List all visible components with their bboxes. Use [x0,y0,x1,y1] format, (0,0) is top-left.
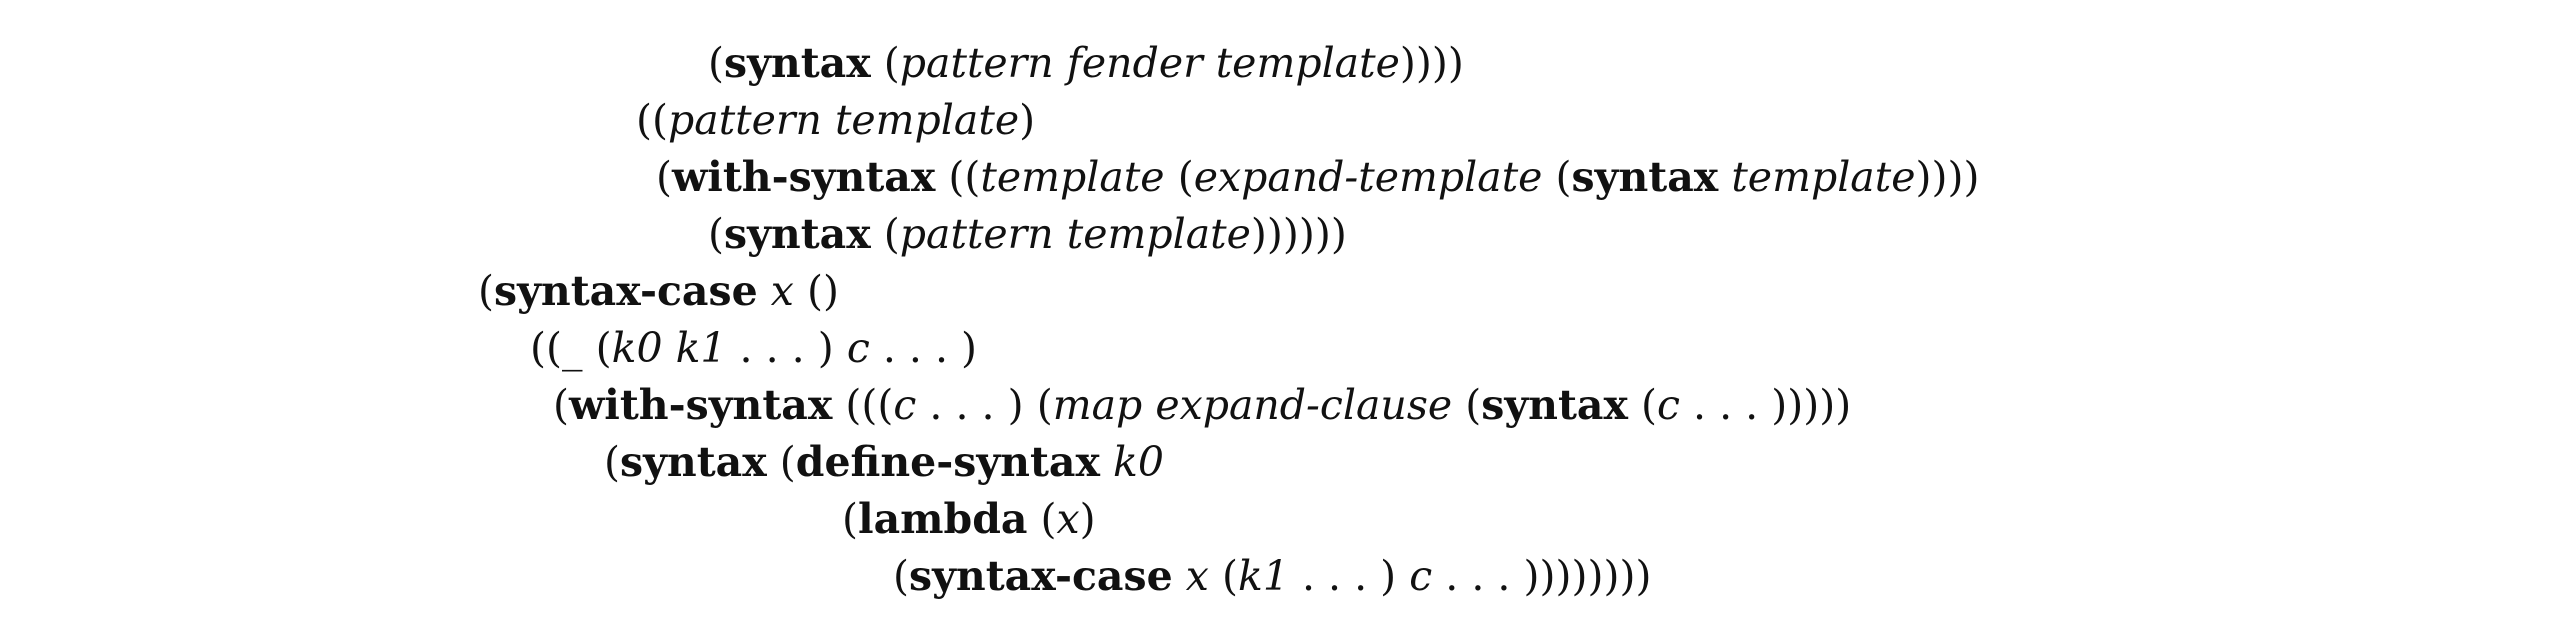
code-space [583,320,596,376]
code-space [1100,434,1113,490]
code-punctuation: )))) [1915,153,1980,201]
code-identifier: c [846,324,870,372]
code-space [1452,377,1465,433]
code-punctuation: ( [1465,381,1482,429]
code-identifier: pattern fender template [899,39,1400,87]
code-punctuation: . . . ) [916,381,1024,429]
code-space [1165,149,1178,205]
code-punctuation: ( [1222,552,1239,600]
code-punctuation: (( [948,153,981,201]
code-keyword: syntax [1571,153,1719,201]
code-keyword: define-syntax [795,438,1100,486]
code-line-2: ((pattern template) [636,92,1035,148]
code-punctuation: ( [553,381,569,429]
code-line-7: (with-syntax (((c . . . ) (map expand-cl… [553,377,1851,433]
code-line-10: (syntax-case x (k1 . . . ) c . . . )))))… [893,548,1651,604]
code-identifier: c [1409,552,1433,600]
code-punctuation: () [807,267,840,315]
code-identifier: k0 [1113,438,1164,486]
code-line-8: (syntax (define-syntax k0 [604,434,1164,490]
code-punctuation: ( [478,267,494,315]
code-punctuation: ( [883,210,900,258]
code-line-6: ((_ (k0 k1 . . . ) c . . . ) [530,320,977,376]
code-space [1173,548,1186,604]
code-identifier: k0 k1 [611,324,727,372]
code-punctuation: . . . ))))) [1680,381,1852,429]
code-space [935,149,948,205]
code-identifier: pattern template [668,96,1020,144]
code-identifier: _ [562,324,583,372]
code-punctuation: )))))) [1250,210,1347,258]
code-identifier: k1 [1238,552,1289,600]
code-identifier: template [1731,153,1916,201]
code-punctuation: ) [1019,96,1036,144]
code-punctuation: ( [1641,381,1658,429]
code-punctuation: ( [656,153,672,201]
code-punctuation: )))) [1399,39,1464,87]
code-identifier: x [1185,552,1209,600]
code-space [767,434,780,490]
code-identifier: pattern template [899,210,1251,258]
code-keyword: syntax [620,438,767,486]
code-identifier: x [770,267,794,315]
code-identifier: c [1657,381,1680,429]
code-punctuation: ( [883,39,900,87]
code-keyword: syntax [724,210,871,258]
code-space [1024,377,1037,433]
code-space [1396,548,1409,604]
code-line-1: (syntax (pattern fender template)))) [708,35,1464,91]
code-line-9: (lambda (x) [842,491,1096,547]
code-punctuation: ( [1555,153,1572,201]
code-punctuation: ((( [845,381,894,429]
code-punctuation: ( [708,39,724,87]
code-space [794,263,807,319]
code-punctuation: ) [1079,495,1096,543]
code-punctuation: . . . ) [1288,552,1397,600]
code-space [1542,149,1555,205]
code-space [871,35,884,91]
code-space [832,377,845,433]
code-punctuation: ( [604,438,620,486]
code-punctuation: (( [636,96,668,144]
code-punctuation: . . . ) [726,324,834,372]
code-punctuation: ( [779,438,796,486]
code-identifier: x [1056,495,1080,543]
code-space [1628,377,1641,433]
code-keyword: syntax [724,39,871,87]
code-keyword: syntax-case [494,267,758,315]
code-line-5: (syntax-case x () [478,263,839,319]
code-identifier: template [980,153,1165,201]
code-identifier: map expand-clause [1052,381,1453,429]
code-punctuation: ( [842,495,858,543]
code-punctuation: (( [530,324,562,372]
code-space [758,263,771,319]
code-punctuation: ( [1040,495,1057,543]
code-identifier: expand-template [1193,153,1543,201]
code-keyword: with-syntax [569,381,833,429]
code-punctuation: ( [1177,153,1194,201]
code-space [871,206,884,262]
code-identifier: c [893,381,917,429]
code-keyword: syntax [1481,381,1628,429]
code-punctuation: ( [1036,381,1053,429]
code-line-4: (syntax (pattern template)))))) [708,206,1347,262]
code-punctuation: ( [708,210,724,258]
code-space [1027,491,1040,547]
code-keyword: syntax-case [909,552,1173,600]
code-keyword: lambda [858,495,1028,543]
code-line-3: (with-syntax ((template (expand-template… [656,149,1979,205]
code-punctuation: ( [893,552,909,600]
code-space [1209,548,1222,604]
code-punctuation: . . . ) [869,324,978,372]
code-punctuation: ( [595,324,612,372]
code-keyword: with-syntax [672,153,936,201]
code-space [1718,149,1731,205]
code-space [834,320,847,376]
code-punctuation: . . . )))))))) [1432,552,1652,600]
